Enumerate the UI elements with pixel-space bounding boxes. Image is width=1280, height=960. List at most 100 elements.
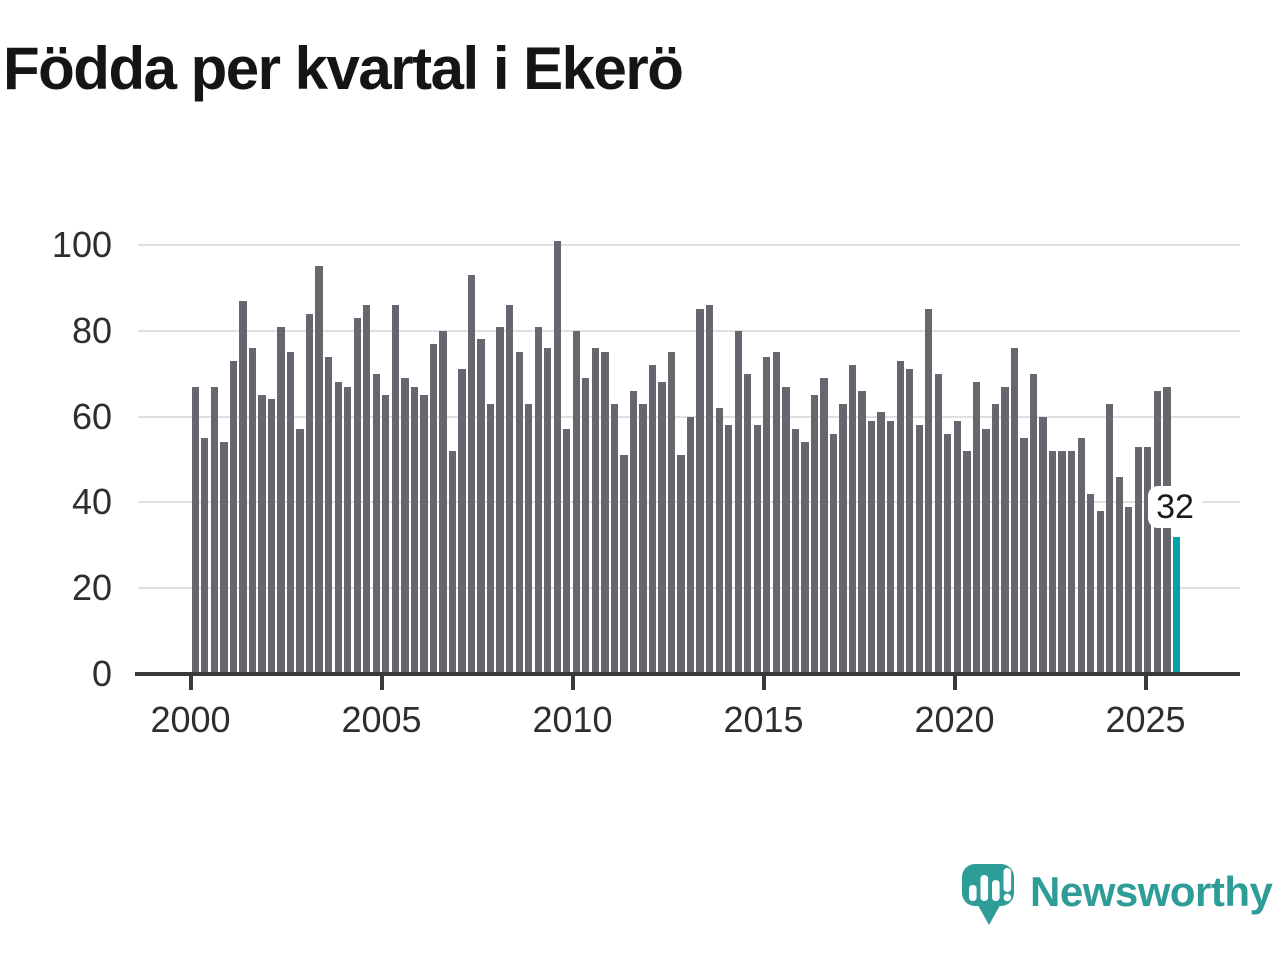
bar [1058,450,1066,674]
bar [763,356,771,674]
bar [896,360,904,674]
bar [515,352,523,674]
x-axis-tick [570,676,575,690]
x-axis-tick-label: 2010 [532,699,613,740]
gridline [138,244,1240,246]
bar [420,395,428,674]
bar [1134,446,1142,674]
bar [1096,510,1104,674]
bar [572,330,580,674]
y-axis-tick-label: 60 [71,395,112,437]
bar [582,377,590,674]
bar [620,455,628,674]
bar [906,369,914,674]
bar [772,352,780,674]
bar [191,386,199,674]
bar [953,420,961,674]
bar [839,403,847,674]
bar [677,455,685,674]
bar [534,326,542,674]
y-axis-tick-label: 80 [71,309,112,351]
bar [1144,446,1152,674]
y-axis-tick-label: 40 [71,481,112,523]
x-axis-tick [1143,676,1148,690]
bar [877,412,885,674]
bar [1077,438,1085,674]
bar [753,425,761,674]
bar [982,429,990,674]
chart-title: Födda per kvartal i Ekerö [3,35,684,102]
bar [1067,450,1076,674]
bar [210,386,218,674]
x-axis-tick [188,676,193,690]
bar [382,395,390,674]
bar [1010,347,1019,674]
bar [1087,493,1095,674]
bar [363,305,371,674]
x-axis-tick [761,676,766,690]
y-axis-tick-label: 0 [91,653,112,694]
bar [696,309,704,674]
bar [801,442,809,674]
bar [401,377,409,674]
bar [467,275,476,674]
bar [496,326,504,674]
bar [829,433,838,674]
bar [820,377,828,674]
bar [229,360,238,674]
bar [867,420,876,674]
bar [1048,450,1057,674]
bar [525,403,533,674]
bar [458,369,466,674]
bar [725,425,733,674]
bar [239,300,247,674]
bar [648,365,657,674]
bar [791,429,800,674]
highlight-bar [1172,536,1181,674]
bar [325,356,333,674]
bar [1106,403,1114,674]
bar [544,347,552,674]
x-axis-tick [379,676,384,690]
bar [810,395,819,674]
bar [639,403,647,674]
bar [277,326,285,674]
bar [553,240,561,674]
x-axis-tick [952,676,957,690]
bar [201,438,209,674]
bar [410,386,419,674]
newsworthy-logo: Newsworthy [960,862,1280,932]
bar [667,352,676,674]
x-axis-tick-label: 2020 [914,699,995,740]
bar [601,352,609,674]
bar [486,403,495,674]
bar [963,450,971,674]
bar [629,390,638,674]
bar [305,313,314,674]
bar [1001,386,1009,674]
bar [296,429,304,674]
x-axis-tick-label: 2000 [150,699,231,740]
bar [505,305,514,674]
x-axis-tick-label: 2005 [341,699,422,740]
bar [1125,506,1133,674]
bar [1115,476,1123,674]
bar [972,382,981,674]
highlight-value-label: 32 [1148,486,1202,528]
bar [915,425,923,674]
bar [686,416,695,674]
bar [715,408,723,674]
x-axis-line [135,672,1240,676]
bar [344,386,352,674]
bar [991,403,1000,674]
bar [372,373,380,674]
bar [477,339,485,674]
speech-bubble-bar-chart-icon [962,864,1014,925]
x-axis-tick-label: 2025 [1105,699,1186,740]
bar [286,352,295,674]
bar [925,309,933,674]
bar [610,403,619,674]
bar [220,442,228,674]
bar [848,365,857,674]
